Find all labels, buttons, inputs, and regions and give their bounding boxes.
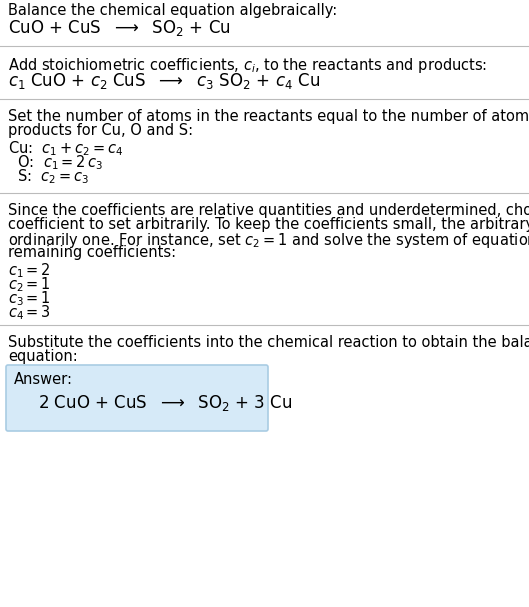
Text: Since the coefficients are relative quantities and underdetermined, choose a: Since the coefficients are relative quan… <box>8 203 529 218</box>
Text: O:  $c_1 = 2\,c_3$: O: $c_1 = 2\,c_3$ <box>8 153 103 172</box>
FancyBboxPatch shape <box>6 365 268 431</box>
Text: Balance the chemical equation algebraically:: Balance the chemical equation algebraica… <box>8 3 338 18</box>
Text: CuO + CuS  $\longrightarrow$  SO$_2$ + Cu: CuO + CuS $\longrightarrow$ SO$_2$ + Cu <box>8 18 231 38</box>
Text: S:  $c_2 = c_3$: S: $c_2 = c_3$ <box>8 167 89 186</box>
Text: equation:: equation: <box>8 349 78 364</box>
Text: $c_2 = 1$: $c_2 = 1$ <box>8 275 51 294</box>
Text: Substitute the coefficients into the chemical reaction to obtain the balanced: Substitute the coefficients into the che… <box>8 335 529 350</box>
Text: Add stoichiometric coefficients, $c_i$, to the reactants and products:: Add stoichiometric coefficients, $c_i$, … <box>8 56 487 75</box>
Text: ordinarily one. For instance, set $c_2 = 1$ and solve the system of equations fo: ordinarily one. For instance, set $c_2 =… <box>8 231 529 250</box>
Text: Cu:  $c_1 + c_2 = c_4$: Cu: $c_1 + c_2 = c_4$ <box>8 139 124 158</box>
Text: $c_1 = 2$: $c_1 = 2$ <box>8 261 51 280</box>
Text: Set the number of atoms in the reactants equal to the number of atoms in the: Set the number of atoms in the reactants… <box>8 109 529 124</box>
Text: $c_4 = 3$: $c_4 = 3$ <box>8 303 51 322</box>
Text: 2 CuO + CuS  $\longrightarrow$  SO$_2$ + 3 Cu: 2 CuO + CuS $\longrightarrow$ SO$_2$ + 3… <box>38 393 293 413</box>
Text: $c_1$ CuO + $c_2$ CuS  $\longrightarrow$  $c_3$ SO$_2$ + $c_4$ Cu: $c_1$ CuO + $c_2$ CuS $\longrightarrow$ … <box>8 71 320 91</box>
Text: $c_3 = 1$: $c_3 = 1$ <box>8 289 51 308</box>
Text: Answer:: Answer: <box>14 372 73 387</box>
Text: remaining coefficients:: remaining coefficients: <box>8 245 176 260</box>
Text: coefficient to set arbitrarily. To keep the coefficients small, the arbitrary va: coefficient to set arbitrarily. To keep … <box>8 217 529 232</box>
Text: products for Cu, O and S:: products for Cu, O and S: <box>8 123 193 138</box>
